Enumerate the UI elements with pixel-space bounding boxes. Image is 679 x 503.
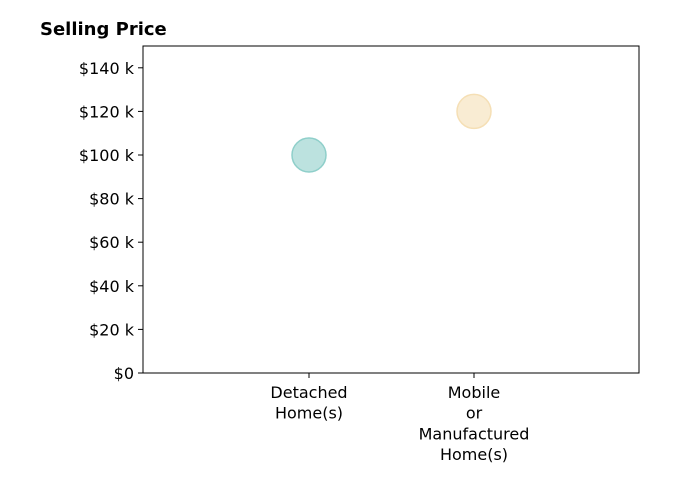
y-tick-label: $60 k (89, 233, 135, 252)
x-axis: Detached Home(s) Mobile or Manufactured Home(… (270, 373, 529, 464)
x-tick-label-line: Detached (270, 383, 347, 402)
x-tick-label-line: or (466, 404, 483, 423)
y-tick-label: $80 k (89, 190, 135, 209)
x-tick-label-line: Home(s) (275, 404, 343, 423)
data-points (291, 93, 492, 173)
plot-area-frame (142, 45, 640, 374)
y-tick-label: $120 k (79, 102, 135, 121)
x-tick-label: Mobile or Manufactured Home(s) (419, 383, 530, 464)
x-tick-label: Detached Home(s) (270, 383, 347, 423)
y-tick-label: $20 k (89, 320, 135, 339)
x-tick-label-line: Manufactured (419, 424, 530, 443)
y-tick-label: $100 k (79, 146, 135, 165)
y-tick-label: $0 (114, 364, 134, 383)
x-tick-label-line: Home(s) (440, 445, 508, 464)
y-axis: $0 $20 k $40 k $60 k $80 k $100 k $120 k $140 k (79, 59, 143, 383)
y-tick-label: $40 k (89, 277, 135, 296)
y-tick-label: $140 k (79, 59, 135, 78)
x-tick-label-line: Mobile (448, 383, 500, 402)
data-point (291, 137, 327, 173)
data-point (456, 93, 492, 130)
chart-title: Selling Price (40, 19, 167, 40)
